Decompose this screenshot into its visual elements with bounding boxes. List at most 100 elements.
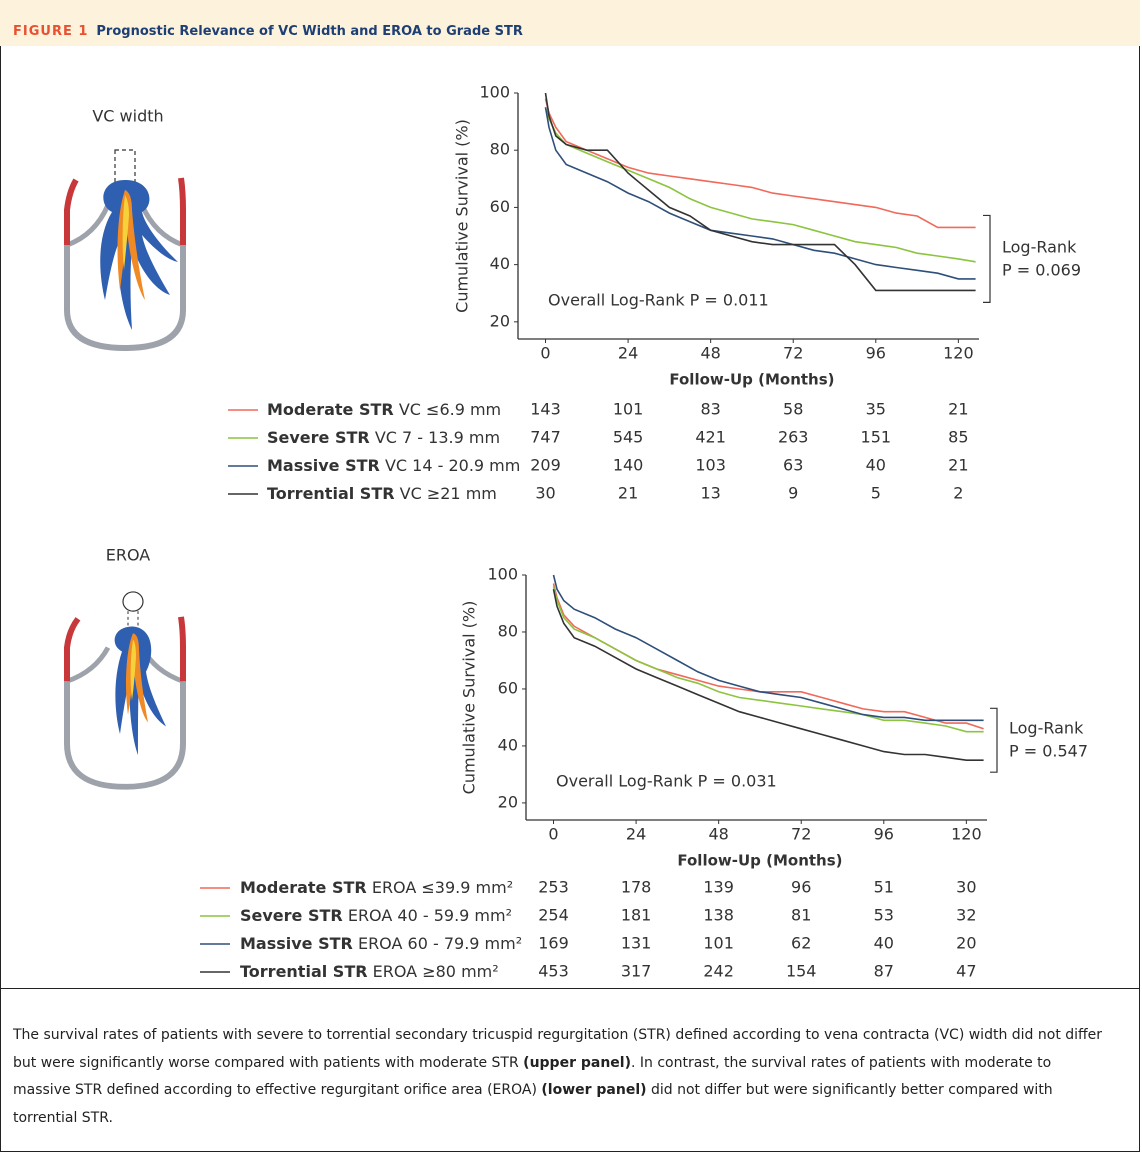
x-axis-title: Follow-Up (Months) [669, 371, 834, 389]
x-tick-label: 48 [708, 825, 728, 844]
at-risk-count: 103 [695, 456, 726, 475]
y-axis-title: Cumulative Survival (%) [460, 601, 479, 795]
at-risk-count: 253 [538, 878, 569, 897]
caption-segment: (lower panel) [541, 1082, 646, 1098]
legend-entry: Torrential STR EROA ≥80 mm² [240, 962, 499, 981]
at-risk-count: 2 [953, 484, 963, 503]
bracket-annotation: P = 0.547 [1009, 742, 1088, 761]
at-risk-count: 421 [695, 428, 726, 447]
bracket [990, 708, 997, 772]
legend-entry: Severe STR VC 7 - 13.9 mm [267, 428, 500, 447]
legend-criterion: VC 7 - 13.9 mm [375, 428, 500, 447]
at-risk-count: 30 [535, 484, 555, 503]
figure-title: Prognostic Relevance of VC Width and ERO… [96, 24, 522, 39]
at-risk-count: 317 [621, 962, 652, 981]
y-tick-label: 100 [487, 565, 518, 584]
legend-grade: Torrential STR [267, 484, 395, 503]
x-tick-label: 72 [783, 344, 803, 363]
at-risk-count: 40 [874, 934, 894, 953]
at-risk-count: 181 [621, 906, 652, 925]
survival-line [546, 107, 976, 279]
x-tick-label: 96 [874, 825, 894, 844]
y-tick-label: 60 [498, 678, 518, 697]
x-axis-title: Follow-Up (Months) [677, 852, 842, 870]
at-risk-count: 21 [948, 456, 968, 475]
at-risk-count: 53 [874, 906, 894, 925]
legend-grade: Severe STR [267, 428, 370, 447]
y-tick-label: 20 [490, 311, 510, 330]
at-risk-count: 20 [956, 934, 976, 953]
at-risk-count: 242 [703, 962, 734, 981]
bracket-annotation: P = 0.069 [1002, 260, 1081, 279]
x-tick-label: 48 [700, 344, 720, 363]
at-risk-count: 21 [618, 484, 638, 503]
legend-entry: Moderate STR EROA ≤39.9 mm² [240, 878, 513, 897]
legend-criterion: VC 14 - 20.9 mm [385, 456, 520, 475]
figure-header: FIGURE 1 Prognostic Relevance of VC Width… [0, 0, 1140, 46]
at-risk-count: 5 [871, 484, 881, 503]
at-risk-count: 63 [783, 456, 803, 475]
legend-grade: Torrential STR [240, 962, 368, 981]
legend-criterion: EROA ≤39.9 mm² [372, 878, 513, 897]
x-tick-label: 96 [866, 344, 886, 363]
at-risk-count: 51 [874, 878, 894, 897]
survival-line [546, 93, 976, 290]
at-risk-count: 62 [791, 934, 811, 953]
at-risk-count: 58 [783, 400, 803, 419]
at-risk-count: 21 [948, 400, 968, 419]
at-risk-count: 30 [956, 878, 976, 897]
charts: VC width20406080100024487296120Follow-Up… [0, 46, 1140, 988]
x-tick-label: 0 [540, 344, 550, 363]
caption: The survival rates of patients with seve… [13, 1022, 1103, 1132]
legend-entry: Massive STR EROA 60 - 79.9 mm² [240, 934, 522, 953]
survival-line [546, 107, 976, 261]
survival-line [554, 584, 984, 729]
at-risk-count: 143 [530, 400, 561, 419]
legend-criterion: VC ≤6.9 mm [399, 400, 501, 419]
y-tick-label: 60 [490, 197, 510, 216]
at-risk-count: 9 [788, 484, 798, 503]
at-risk-count: 453 [538, 962, 569, 981]
at-risk-count: 101 [703, 934, 734, 953]
overall-annotation: Overall Log-Rank P = 0.011 [548, 291, 769, 310]
x-tick-label: 24 [618, 344, 638, 363]
at-risk-count: 32 [956, 906, 976, 925]
at-risk-count: 81 [791, 906, 811, 925]
at-risk-count: 154 [786, 962, 817, 981]
x-tick-label: 72 [791, 825, 811, 844]
legend-grade: Massive STR [240, 934, 353, 953]
at-risk-count: 35 [866, 400, 886, 419]
legend-grade: Moderate STR [267, 400, 394, 419]
bracket [983, 215, 990, 302]
x-tick-label: 24 [626, 825, 646, 844]
at-risk-count: 131 [621, 934, 652, 953]
legend-entry: Severe STR EROA 40 - 59.9 mm² [240, 906, 512, 925]
legend-grade: Severe STR [240, 906, 343, 925]
survival-line [554, 589, 984, 760]
legend-criterion: EROA 60 - 79.9 mm² [358, 934, 522, 953]
at-risk-count: 40 [866, 456, 886, 475]
at-risk-count: 139 [703, 878, 734, 897]
bracket-annotation: Log-Rank [1009, 719, 1084, 738]
at-risk-count: 47 [956, 962, 976, 981]
at-risk-count: 83 [700, 400, 720, 419]
caption-segment: (upper panel) [523, 1055, 631, 1071]
at-risk-count: 178 [621, 878, 652, 897]
at-risk-count: 209 [530, 456, 561, 475]
at-risk-count: 263 [778, 428, 809, 447]
at-risk-count: 140 [613, 456, 644, 475]
legend-grade: Moderate STR [240, 878, 367, 897]
y-tick-label: 20 [498, 792, 518, 811]
separator [0, 988, 1140, 989]
legend-grade: Massive STR [267, 456, 380, 475]
at-risk-count: 85 [948, 428, 968, 447]
at-risk-count: 254 [538, 906, 569, 925]
at-risk-count: 13 [700, 484, 720, 503]
figure-label: FIGURE 1 [13, 24, 88, 39]
at-risk-count: 151 [861, 428, 892, 447]
x-tick-label: 0 [548, 825, 558, 844]
y-tick-label: 100 [479, 83, 510, 102]
at-risk-count: 747 [530, 428, 561, 447]
heart-illustration [67, 150, 183, 348]
bracket-annotation: Log-Rank [1002, 237, 1077, 256]
